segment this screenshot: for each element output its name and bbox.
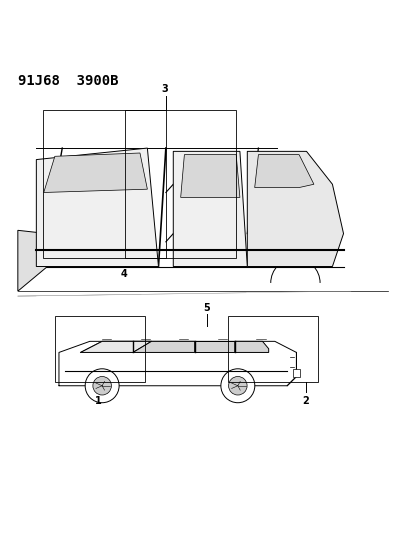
Polygon shape — [254, 155, 313, 188]
Text: 4: 4 — [120, 269, 127, 279]
Bar — [43, 110, 235, 259]
Text: 1: 1 — [95, 396, 101, 406]
Polygon shape — [44, 153, 147, 192]
Text: 5: 5 — [203, 303, 210, 312]
Polygon shape — [234, 341, 268, 352]
Polygon shape — [173, 151, 247, 266]
Polygon shape — [18, 230, 47, 291]
Bar — [227, 316, 317, 382]
Circle shape — [228, 376, 247, 395]
Text: 3: 3 — [161, 84, 168, 94]
Polygon shape — [81, 341, 151, 352]
Polygon shape — [247, 151, 343, 266]
Polygon shape — [36, 148, 158, 266]
Bar — [124, 110, 166, 259]
Polygon shape — [194, 341, 234, 352]
Text: 2: 2 — [301, 396, 309, 406]
Circle shape — [221, 369, 254, 403]
Text: 91J68  3900B: 91J68 3900B — [18, 74, 118, 88]
Polygon shape — [133, 341, 194, 352]
Circle shape — [85, 369, 119, 403]
Bar — [55, 316, 145, 382]
Circle shape — [93, 376, 111, 395]
Bar — [293, 369, 299, 376]
Polygon shape — [180, 155, 239, 197]
